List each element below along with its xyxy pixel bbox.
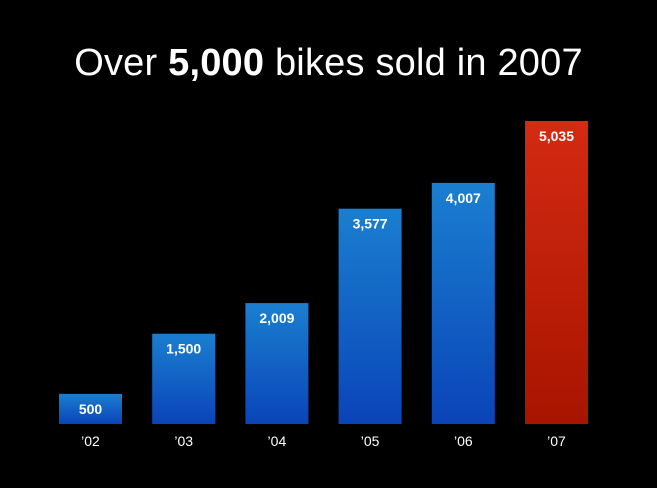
bar-group xyxy=(59,121,588,424)
title-highlight: 5,000 xyxy=(168,42,265,84)
x-tick-label-0: ’02 xyxy=(81,433,100,449)
title-suffix: bikes sold in 2007 xyxy=(264,42,583,84)
data-label-5: 5,035 xyxy=(539,128,574,144)
data-label-4: 4,007 xyxy=(446,190,481,206)
bar-3 xyxy=(338,208,402,424)
bar-1 xyxy=(152,333,216,424)
x-tick-label-2: ’04 xyxy=(268,433,287,449)
x-tick-label-5: ’07 xyxy=(547,433,566,449)
x-tick-label-1: ’03 xyxy=(174,433,193,449)
data-label-1: 1,500 xyxy=(166,341,201,357)
bar-0 xyxy=(59,393,122,424)
data-label-2: 2,009 xyxy=(259,310,294,326)
bar-4 xyxy=(431,182,495,424)
data-label-0: 500 xyxy=(79,401,103,417)
chart-title: Over 5,000 bikes sold in 2007 xyxy=(0,38,657,88)
data-label-group: 500 1,500 2,009 3,577 4,007 5,035 xyxy=(79,128,574,417)
bar-5 xyxy=(525,121,588,424)
data-label-3: 3,577 xyxy=(353,216,388,232)
bar-2 xyxy=(245,303,309,424)
x-tick-label-3: ’05 xyxy=(361,433,380,449)
x-tick-group: ’02 ’03 ’04 ’05 ’06 ’07 xyxy=(81,433,566,449)
title-prefix: Over xyxy=(74,42,169,84)
x-tick-label-4: ’06 xyxy=(454,433,473,449)
